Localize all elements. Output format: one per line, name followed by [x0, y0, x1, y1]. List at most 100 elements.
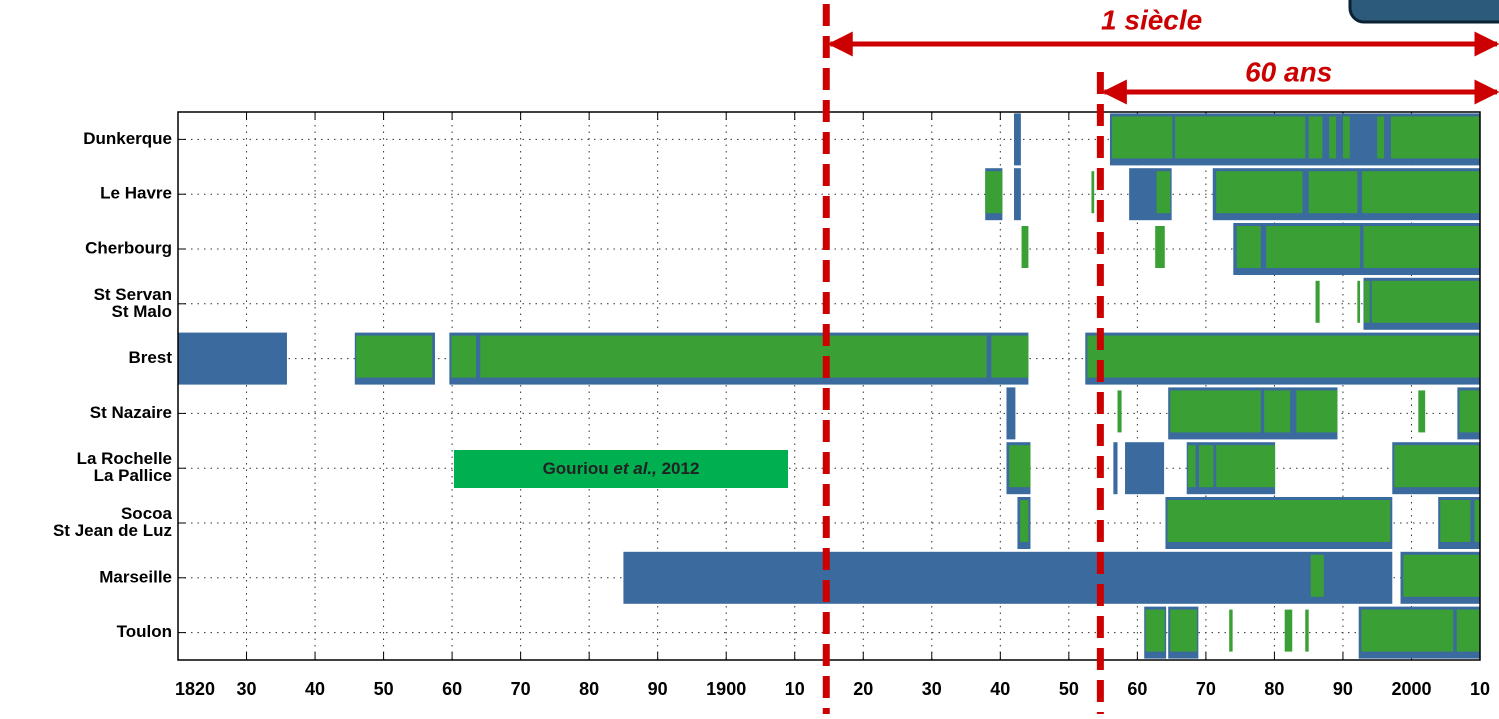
validated-bar: [1390, 116, 1480, 159]
validated-bar: [1459, 390, 1480, 433]
x-tick-label: 10: [1470, 679, 1490, 699]
validated-bar: [1229, 609, 1233, 652]
source-label: Gouriou et al., 2012: [543, 459, 700, 478]
x-tick-label: 50: [1059, 679, 1079, 699]
record-bar: [1006, 387, 1016, 440]
x-tick-label: 30: [922, 679, 942, 699]
y-tick-label: St Nazaire: [90, 403, 172, 422]
x-tick-label: 40: [305, 679, 325, 699]
validated-bar: [1199, 445, 1214, 488]
y-tick-label: St Jean de Luz: [53, 521, 172, 540]
validated-bar: [1305, 609, 1309, 652]
validated-bar: [1308, 116, 1323, 159]
validated-bar: [1363, 226, 1480, 268]
validated-bar: [1175, 116, 1306, 159]
x-tick-label: 20: [853, 679, 873, 699]
y-tick-label: St Servan: [94, 285, 172, 304]
validated-bar: [1418, 390, 1426, 433]
validated-bar: [1357, 280, 1361, 323]
validated-bar: [1188, 445, 1196, 488]
validated-bar: [991, 335, 1029, 378]
source-part: et al.,: [613, 459, 656, 478]
record-bar: [1125, 442, 1165, 495]
record-bar: [623, 551, 1393, 604]
y-tick-label: Marseille: [99, 567, 172, 586]
y-tick-label: Toulon: [117, 622, 172, 641]
y-tick-label: St Malo: [112, 302, 172, 321]
y-tick-label: Le Havre: [100, 184, 172, 203]
validated-bar: [1112, 116, 1173, 159]
validated-bar: [1315, 280, 1320, 323]
validated-bar: [1167, 500, 1391, 542]
x-tick-label: 40: [990, 679, 1010, 699]
validated-bar: [1117, 390, 1122, 433]
validated-bar: [451, 335, 477, 378]
source-part: 2012: [657, 459, 700, 478]
validated-bar: [1170, 390, 1261, 433]
validated-bar: [1216, 171, 1303, 214]
validated-bar: [1284, 609, 1293, 652]
validated-bar: [985, 171, 1003, 214]
x-tick-label: 60: [1127, 679, 1147, 699]
validated-bar: [1377, 116, 1385, 159]
validated-bar: [1155, 226, 1165, 268]
validated-bar: [1474, 500, 1480, 542]
x-tick-label: 1900: [706, 679, 746, 699]
validated-bar: [1361, 609, 1454, 652]
validated-bar: [1087, 335, 1480, 378]
validated-bar: [1264, 390, 1291, 433]
validated-bar: [1145, 609, 1165, 652]
y-tick-label: La Pallice: [94, 466, 172, 485]
x-tick-label: 70: [1196, 679, 1216, 699]
x-tick-label: 80: [579, 679, 599, 699]
validated-bar: [1020, 500, 1029, 542]
x-tick-label: 1820: [175, 679, 215, 699]
x-tick-label: 60: [442, 679, 462, 699]
validated-bar: [1091, 171, 1095, 214]
validated-bar: [1364, 280, 1370, 323]
x-tick-label: 70: [511, 679, 531, 699]
validated-bar: [1440, 500, 1471, 542]
validated-bar: [1156, 171, 1171, 214]
validated-bar: [1308, 171, 1358, 214]
validated-bar: [1296, 390, 1338, 433]
validated-bar: [356, 335, 433, 378]
x-tick-label: 2000: [1391, 679, 1431, 699]
validated-bar: [1456, 609, 1480, 652]
validated-bar: [1310, 554, 1324, 597]
x-tick-label: 30: [237, 679, 257, 699]
map-thumbnail: [1348, 0, 1499, 24]
record-bar: [178, 332, 287, 385]
validated-bar: [1021, 226, 1029, 268]
y-tick-label: Brest: [129, 348, 173, 367]
x-tick-label: 10: [785, 679, 805, 699]
x-tick-label: 90: [1333, 679, 1353, 699]
span-label: 1 siècle: [1101, 4, 1202, 35]
validated-bar: [1009, 445, 1031, 488]
source-box: [454, 450, 788, 488]
record-bar: [1014, 168, 1021, 221]
x-tick-label: 50: [374, 679, 394, 699]
validated-bar: [1362, 171, 1480, 214]
y-tick-label: Cherbourg: [85, 238, 172, 257]
validated-bar: [1342, 116, 1350, 159]
record-bar: [1014, 113, 1021, 166]
validated-bar: [1329, 116, 1337, 159]
validated-bar: [1394, 445, 1480, 488]
validated-bar: [1236, 226, 1261, 268]
source-part: Gouriou: [543, 459, 614, 478]
y-tick-label: Dunkerque: [83, 129, 172, 148]
validated-bar: [1170, 609, 1197, 652]
x-tick-label: 80: [1264, 679, 1284, 699]
validated-bar: [1266, 226, 1361, 268]
span-label: 60 ans: [1245, 56, 1332, 87]
x-tick-label: 90: [648, 679, 668, 699]
validated-bar: [480, 335, 987, 378]
record-bar: [1113, 442, 1118, 495]
validated-bar: [1403, 554, 1480, 597]
y-tick-label: La Rochelle: [77, 449, 172, 468]
validated-bar: [1216, 445, 1276, 488]
validated-bar: [1371, 280, 1480, 323]
y-tick-label: Socoa: [121, 504, 173, 523]
